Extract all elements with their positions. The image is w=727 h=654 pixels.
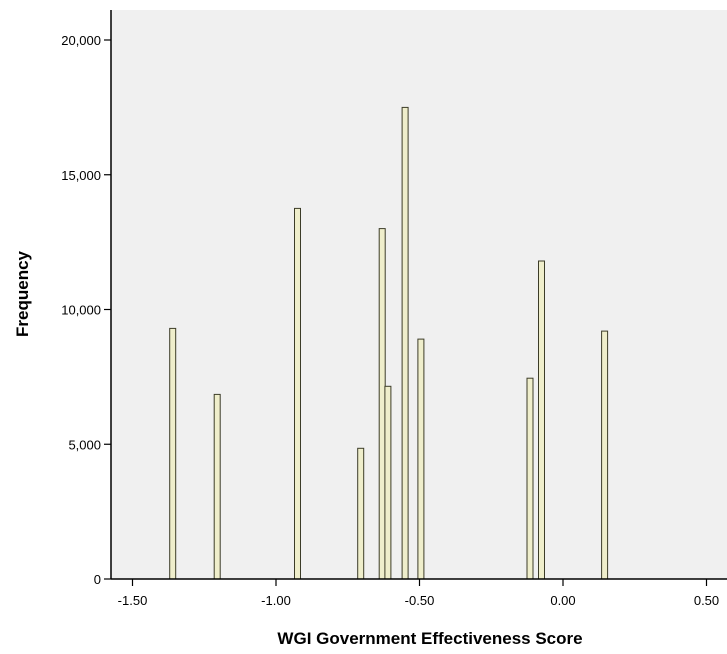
histogram-bar-7 [417,338,425,580]
x-tick-label-3: 0.00 [550,593,575,608]
x-tick-label-2: -0.50 [405,593,435,608]
histogram-bar-3 [357,447,365,580]
histogram-bar-5 [384,385,392,580]
histogram-bar-9 [538,260,545,580]
x-tick-label-0: -1.50 [118,593,148,608]
histogram-bar-1 [213,393,221,580]
x-ticks: -1.50 -1.00 -0.50 0.00 0.50 [118,579,719,608]
y-tick-label-2: 10,000 [61,303,101,318]
histogram-bar-2 [294,207,301,580]
y-tick-label-3: 15,000 [61,168,101,183]
histogram-bar-0 [169,327,177,580]
histogram-bar-4 [378,228,386,580]
x-axis-title: WGI Government Effectiveness Score [277,629,582,648]
y-tick-label-0: 0 [94,572,101,587]
histogram-bar-8 [526,377,534,580]
x-tick-label-1: -1.00 [261,593,291,608]
histogram-bar-6 [401,106,409,580]
y-ticks: 0 5,000 10,000 15,000 20,000 [61,33,111,587]
histogram-bar-10 [601,330,609,580]
y-axis-title: Frequency [13,250,32,337]
y-tick-label-4: 20,000 [61,33,101,48]
x-tick-label-4: 0.50 [694,593,719,608]
y-tick-label-1: 5,000 [68,437,101,452]
